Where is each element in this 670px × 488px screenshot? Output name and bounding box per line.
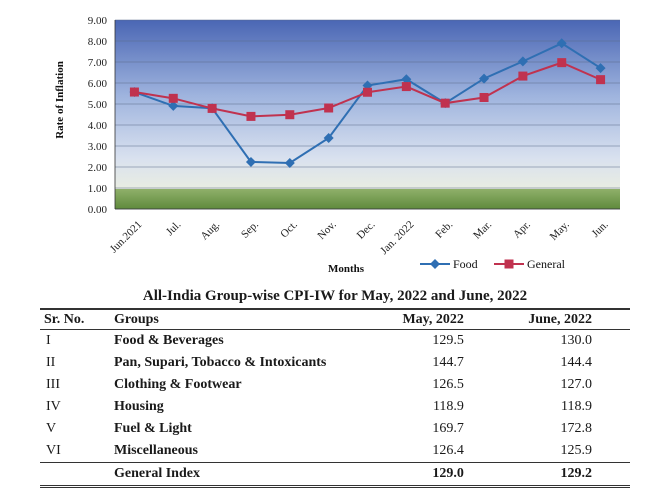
y-tick-label: 1.00 <box>88 183 108 195</box>
point-food <box>284 158 295 169</box>
point-general <box>557 58 567 68</box>
y-tick-label: 4.00 <box>88 120 108 132</box>
x-tick-label: Feb. <box>433 218 455 240</box>
row-may: 126.5 <box>432 377 464 392</box>
inflation-line-chart: 0.00 1.00 2.00 3.00 4.00 5.00 6.00 7.00 8.00 9.00… <box>54 15 620 275</box>
y-tick-label: 9.00 <box>88 15 108 27</box>
row-may: 144.7 <box>432 355 464 370</box>
point-food <box>245 156 256 167</box>
table-row: I Food & Beverages 129.5 130.0 <box>40 330 630 353</box>
table-row: II Pan, Supari, Tobacco & Intoxicants 14… <box>40 352 630 374</box>
row-group: Miscellaneous <box>114 443 198 458</box>
point-general <box>440 98 450 108</box>
row-may: 118.9 <box>432 399 464 414</box>
row-group: Housing <box>114 399 164 414</box>
cpi-table-section: All-India Group-wise CPI-IW for May, 202… <box>40 288 630 488</box>
header-june-2022: June, 2022 <box>501 308 630 330</box>
total-row: General Index 129.0 129.2 <box>40 462 630 488</box>
point-general <box>129 87 139 97</box>
point-general <box>246 111 256 121</box>
chart-legend: Food General <box>420 257 566 271</box>
y-tick-label: 0.00 <box>88 204 108 216</box>
x-tick-label: Mar. <box>471 218 494 241</box>
row-sr: III <box>46 377 60 392</box>
table-row: IV Housing 118.9 118.9 <box>40 396 630 418</box>
x-tick-label: Apr. <box>511 218 533 240</box>
row-may: 129.5 <box>432 333 464 348</box>
point-food <box>556 38 567 49</box>
x-tick-label: Oct. <box>278 218 300 240</box>
point-general <box>479 92 489 102</box>
point-general <box>168 93 178 103</box>
point-general <box>401 82 411 92</box>
y-tick-label: 2.00 <box>88 162 108 174</box>
point-food <box>517 56 528 67</box>
point-food <box>479 73 490 84</box>
point-general <box>596 75 606 85</box>
table-row: III Clothing & Footwear 126.5 127.0 <box>40 374 630 396</box>
header-groups: Groups <box>110 308 377 330</box>
legend-label-food: Food <box>453 257 478 271</box>
x-tick-label: Jun.2021 <box>108 219 145 256</box>
table-title: All-India Group-wise CPI-IW for May, 202… <box>142 288 528 304</box>
total-may: 129.0 <box>376 462 502 488</box>
header-sr-no: Sr. No. <box>40 308 110 330</box>
row-sr: II <box>46 355 56 370</box>
row-june: 118.9 <box>561 399 592 414</box>
plot-area <box>115 20 620 189</box>
row-sr: V <box>46 421 57 436</box>
point-food <box>323 133 334 144</box>
x-tick-label: Jun. <box>589 218 610 239</box>
y-axis-title: Rate of Inflation <box>54 61 66 139</box>
y-tick-label: 6.00 <box>88 78 108 90</box>
table-row: VI Miscellaneous 126.4 125.9 <box>40 440 630 463</box>
y-tick-label: 7.00 <box>88 57 108 69</box>
table-header-row: Sr. No. Groups May, 2022 June, 2022 <box>40 308 630 330</box>
y-tick-label: 3.00 <box>88 141 108 153</box>
table-row: V Fuel & Light 169.7 172.8 <box>40 418 630 440</box>
point-food <box>401 74 412 85</box>
row-june: 172.8 <box>560 421 593 436</box>
plot-floor <box>115 189 620 209</box>
cpi-table: Sr. No. Groups May, 2022 June, 2022 I Fo… <box>40 308 630 488</box>
x-axis-title: Months <box>328 263 365 275</box>
point-general <box>518 71 528 81</box>
point-general <box>363 87 372 97</box>
x-tick-label: Jul. <box>164 218 184 238</box>
x-tick-label: May. <box>548 218 572 242</box>
row-sr: I <box>46 333 51 348</box>
row-group: Clothing & Footwear <box>114 377 242 392</box>
row-june: 127.0 <box>560 377 593 392</box>
row-group: Pan, Supari, Tobacco & Intoxicants <box>114 355 327 370</box>
row-june: 130.0 <box>560 333 593 348</box>
row-sr: VI <box>46 443 61 458</box>
x-tick-label: Jan. 2022 <box>378 219 416 257</box>
point-general <box>207 103 217 113</box>
row-may: 126.4 <box>432 443 464 458</box>
x-tick-label: Dec. <box>355 218 378 241</box>
total-june: 129.2 <box>501 462 630 488</box>
legend-marker-food <box>430 259 440 269</box>
x-tick-label: Aug. <box>198 218 222 242</box>
x-tick-label: Sep. <box>239 218 261 240</box>
y-tick-label: 5.00 <box>88 99 108 111</box>
point-general <box>324 103 334 113</box>
total-label: General Index <box>110 462 377 488</box>
legend-label-general: General <box>527 257 566 271</box>
row-group: Food & Beverages <box>114 333 224 348</box>
header-may-2022: May, 2022 <box>376 308 502 330</box>
total-sr <box>40 462 110 488</box>
point-food <box>168 100 179 111</box>
row-group: Fuel & Light <box>114 421 192 436</box>
legend-marker-general <box>504 259 514 269</box>
row-sr: IV <box>46 399 61 414</box>
row-may: 169.7 <box>432 421 464 436</box>
point-general <box>285 110 295 120</box>
row-june: 144.4 <box>560 355 593 370</box>
point-food <box>595 63 606 74</box>
y-tick-label: 8.00 <box>88 36 108 48</box>
row-june: 125.9 <box>560 443 593 458</box>
x-tick-label: Nov. <box>315 218 338 241</box>
